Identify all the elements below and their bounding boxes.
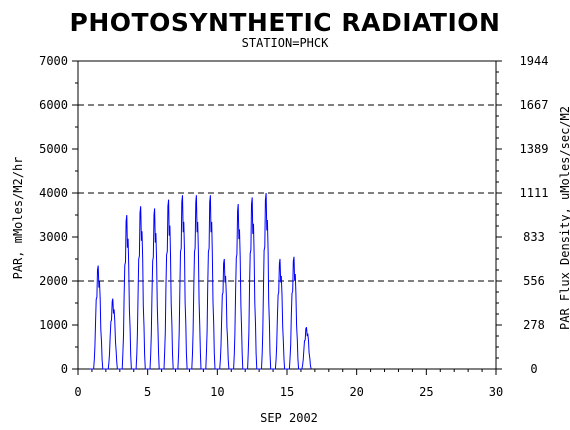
- x-axis-label: SEP 2002: [260, 411, 318, 425]
- y-tick-label: 3000: [39, 230, 68, 244]
- reference-lines: [78, 104, 496, 282]
- y2-tick-label: 278: [523, 318, 545, 332]
- y2-axis-label: PAR Flux Density, uMoles/sec/M2: [558, 106, 570, 330]
- y-tick-label: 0: [61, 362, 68, 376]
- y2-tick-label: 1111: [520, 186, 549, 200]
- x-tick-label: 30: [489, 385, 503, 399]
- y-axis-label: PAR, mMoles/M2/hr: [11, 157, 25, 280]
- y2-tick-label: 556: [523, 274, 545, 288]
- y2-tick-label: 0: [530, 362, 537, 376]
- x-tick-label: 0: [74, 385, 81, 399]
- y-tick-label: 4000: [39, 186, 68, 200]
- x-tick-label: 5: [144, 385, 151, 399]
- x-tick-label: 10: [210, 385, 224, 399]
- y-tick-label: 1000: [39, 318, 68, 332]
- y-tick-label: 5000: [39, 142, 68, 156]
- x-tick-label: 20: [349, 385, 363, 399]
- y2-tick-label: 1389: [520, 142, 549, 156]
- y2-tick-label: 833: [523, 230, 545, 244]
- par-series-line: [89, 192, 312, 370]
- y2-tick-label: 1667: [520, 98, 549, 112]
- data-series: [89, 192, 312, 370]
- y-tick-label: 6000: [39, 98, 68, 112]
- y-tick-label: 7000: [39, 54, 68, 68]
- x-tick-label: 25: [419, 385, 433, 399]
- chart-subtitle: STATION=PHCK: [242, 36, 329, 50]
- y2-tick-label: 1944: [520, 54, 549, 68]
- y-tick-label: 2000: [39, 274, 68, 288]
- chart-title: PHOTOSYNTHETIC RADIATION: [70, 8, 501, 37]
- x-tick-label: 15: [280, 385, 294, 399]
